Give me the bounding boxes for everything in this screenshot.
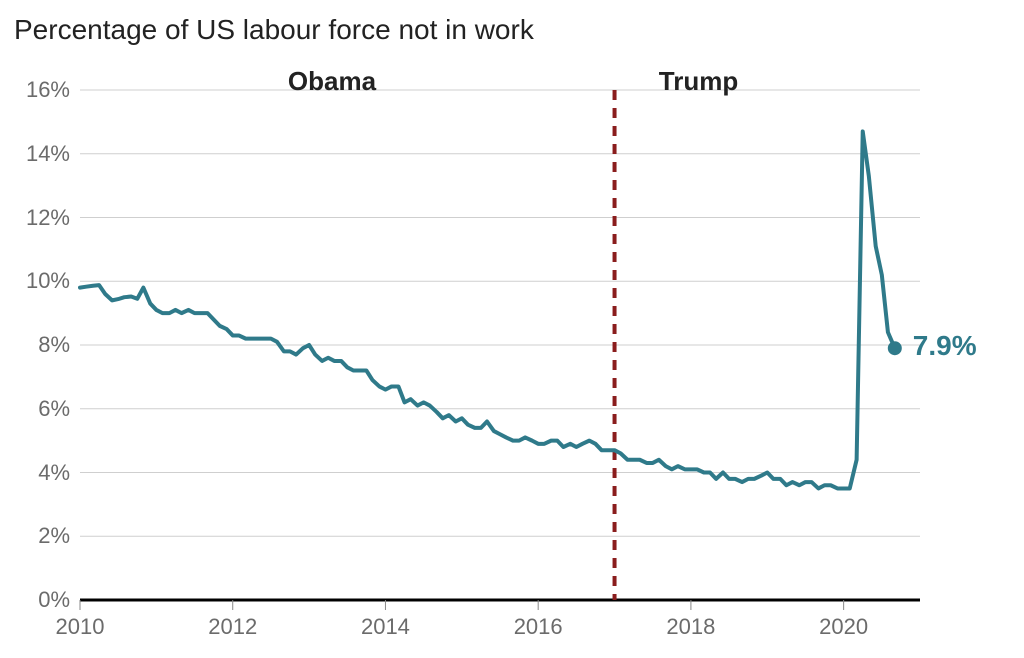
x-tick-label: 2014 bbox=[361, 614, 410, 640]
y-tick-label: 0% bbox=[10, 587, 70, 613]
y-tick-label: 16% bbox=[10, 77, 70, 103]
x-tick-label: 2010 bbox=[56, 614, 105, 640]
region-label-right: Trump bbox=[659, 66, 738, 97]
chart-container: { "chart": { "type": "line", "title": "P… bbox=[0, 0, 1024, 658]
x-tick-label: 2018 bbox=[666, 614, 715, 640]
final-value-label: 7.9% bbox=[913, 330, 977, 362]
x-tick-label: 2020 bbox=[819, 614, 868, 640]
region-label-left: Obama bbox=[288, 66, 376, 97]
y-tick-label: 4% bbox=[10, 460, 70, 486]
chart-svg bbox=[0, 0, 1024, 658]
y-tick-label: 8% bbox=[10, 332, 70, 358]
y-tick-label: 14% bbox=[10, 141, 70, 167]
y-tick-label: 12% bbox=[10, 205, 70, 231]
y-tick-label: 6% bbox=[10, 396, 70, 422]
x-tick-label: 2016 bbox=[514, 614, 563, 640]
y-tick-label: 10% bbox=[10, 268, 70, 294]
x-tick-label: 2012 bbox=[208, 614, 257, 640]
y-tick-label: 2% bbox=[10, 523, 70, 549]
